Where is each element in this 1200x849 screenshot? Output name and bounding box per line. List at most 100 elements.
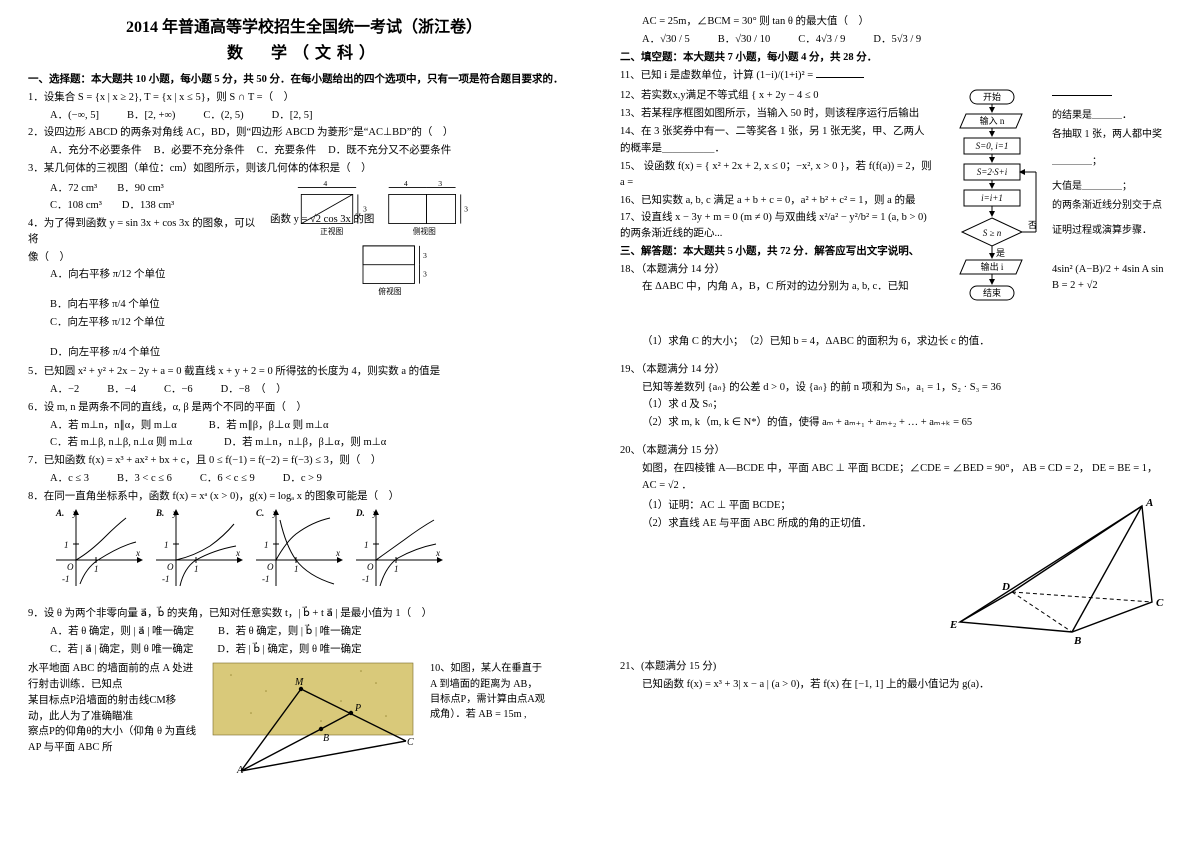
svg-text:O: O	[367, 562, 374, 572]
q8-graphs: A. y x O 1 1 -1 B. y x O 1	[50, 506, 450, 598]
exam-title: 2014 年普通高等学校招生全国统一考试（浙江卷）	[28, 16, 580, 40]
svg-text:P: P	[354, 703, 361, 714]
q19-l2: （1）求 d 及 Sₙ；	[642, 397, 1172, 413]
q8-stem: 8．在同一直角坐标系中，函数 f(x) = xᵃ (x > 0)，g(x) = …	[28, 489, 580, 505]
q18-body1: 在 ΔABC 中，内角 A，B，C 所对的边分别为 a, b, c．已知	[642, 279, 932, 295]
svg-text:-1: -1	[162, 574, 170, 584]
svg-text:-1: -1	[362, 574, 370, 584]
exam-subtitle: 数 学（文科）	[28, 42, 580, 66]
svg-text:O: O	[67, 562, 74, 572]
q2-C: C．充要条件	[257, 143, 317, 159]
q11: 11、已知 i 是虚数单位，计算 (1−i)/(1+i)² =	[620, 67, 1172, 84]
svg-text:1: 1	[364, 540, 369, 550]
svg-text:A: A	[236, 765, 244, 776]
q3-stem: 3．某几何体的三视图（单位：cm）如图所示，则该几何体的体积是（ ）	[28, 161, 580, 177]
svg-text:3: 3	[423, 269, 427, 278]
q10-figure: A B C M P	[211, 661, 416, 776]
q19-l1: 已知等差数列 {aₙ} 的公差 d > 0，设 {aₙ} 的前 n 项和为 Sₙ…	[642, 380, 1172, 396]
svg-text:-1: -1	[62, 574, 70, 584]
q4-stem-1: 4．为了得到函数 y = sin 3x + cos 3x 的图象，可以将	[28, 216, 258, 248]
svg-text:4: 4	[404, 179, 408, 188]
svg-text:开始: 开始	[983, 91, 1001, 102]
svg-text:M: M	[294, 677, 304, 688]
svg-text:3: 3	[464, 204, 468, 213]
q2-B: B．必要不充分条件	[154, 143, 245, 159]
q20-figure: A B C D E	[942, 496, 1172, 651]
svg-text:A.: A.	[55, 508, 64, 518]
svg-text:C: C	[1156, 597, 1164, 609]
svg-text:x: x	[435, 548, 440, 558]
q4-D: D．向左平移 π/4 个单位	[50, 345, 160, 361]
svg-text:4: 4	[323, 179, 327, 188]
q18-body2: （1）求角 C 的大小； （2）已知 b = 4，ΔABC 的面积为 6，求边长…	[642, 334, 1172, 350]
svg-text:输入 n: 输入 n	[980, 115, 1005, 126]
svg-text:1: 1	[64, 540, 69, 550]
margin-notes: 的结果是＿＿＿． 各抽取 1 张，两人都中奖 ＿＿＿＿； 大值是＿＿＿＿； 的两…	[1052, 86, 1172, 294]
q21-head: 21、(本题满分 15 分)	[620, 659, 1172, 675]
q1-D: D．[2, 5]	[272, 108, 313, 124]
q4-B: B．向右平移 π/4 个单位	[50, 297, 160, 313]
svg-text:S=2·S+i: S=2·S+i	[977, 167, 1008, 177]
q6-C: C．若 m⊥β, n⊥β, n⊥α 则 m⊥α	[50, 435, 192, 451]
q10-A: A．√30 / 5	[642, 32, 690, 48]
svg-text:侧视图: 侧视图	[413, 225, 436, 235]
svg-text:i=i+1: i=i+1	[981, 193, 1003, 203]
q3-B: B．90 cm³	[117, 181, 164, 197]
q19-head: 19、（本题满分 14 分）	[620, 362, 1172, 378]
q5-D: D．−8 （ ）	[221, 382, 287, 398]
q20-l1: 如图，在四棱锥 A—BCDE 中，平面 ABC ⊥ 平面 BCDE；∠CDE =…	[642, 461, 1172, 477]
q6-A: A．若 m⊥n，n∥α，则 m⊥α	[50, 418, 177, 434]
q4-C: C．向左平移 π/12 个单位	[50, 315, 165, 331]
q10-left-text: 水平地面 ABC 的墙面前的点 A 处进行射击训练．已知点 某目标点P沿墙面的射…	[28, 661, 197, 756]
q9-stem: 9．设 θ 为两个非零向量 a⃗，b⃗ 的夹角，已知对任意实数 t，| b⃗ +…	[28, 606, 580, 622]
svg-text:是: 是	[996, 248, 1005, 258]
svg-text:1: 1	[394, 564, 399, 574]
q20-l2: AC = √2 ．	[642, 478, 1172, 494]
svg-text:-1: -1	[262, 574, 270, 584]
svg-text:否: 否	[1028, 220, 1037, 230]
q7-stem: 7．已知函数 f(x) = x³ + ax² + bx + c，且 0 ≤ f(…	[28, 453, 580, 469]
q20-l4: （2）求直线 AE 与平面 ABC 所成的角的正切值．	[642, 516, 932, 532]
right-column: AC = 25m，∠BCM = 30° 则 tan θ 的最大值（ ） A．√3…	[620, 12, 1172, 837]
q7-D: D．c > 9	[283, 471, 322, 487]
svg-text:1: 1	[194, 564, 199, 574]
svg-text:1: 1	[264, 540, 269, 550]
three-views-figure: 4 3 正视图 4 3 3 侧视图	[268, 179, 518, 299]
svg-text:O: O	[167, 562, 174, 572]
q1-stem: 1．设集合 S = {x | x ≥ 2}, T = {x | x ≤ 5}，则…	[28, 90, 580, 106]
svg-text:C.: C.	[256, 508, 264, 518]
svg-text:E: E	[949, 619, 957, 631]
svg-text:A: A	[1145, 497, 1153, 509]
q10-D: D．5√3 / 9	[873, 32, 921, 48]
q9-B: B．若 θ 确定，则 | b⃗ | 唯一确定	[218, 624, 362, 640]
q1-C: C．(2, 5)	[203, 108, 243, 124]
section3-heading: 三、解答题：本大题共 5 小题，共 72 分．解答应写出文字说明、	[620, 244, 932, 260]
q6-D: D．若 m⊥n，n⊥β，β⊥α，则 m⊥α	[224, 435, 386, 451]
svg-text:D.: D.	[355, 508, 365, 518]
svg-text:x: x	[135, 548, 140, 558]
svg-text:输出 i: 输出 i	[981, 261, 1004, 272]
q6-B: B．若 m∥β，β⊥α 则 m⊥α	[209, 418, 329, 434]
svg-text:B.: B.	[155, 508, 164, 518]
q13: 13、若某程序框图如图所示，当输入 50 时，则该程序运行后输出	[620, 106, 932, 122]
q14a: 14、在 3 张奖券中有一、二等奖各 1 张，另 1 张无奖，甲、乙两人	[620, 124, 932, 140]
q4-stem-3: 像（ ）	[28, 250, 258, 266]
svg-text:B: B	[1073, 635, 1081, 647]
section1-heading: 一、选择题：本大题共 10 小题，每小题 5 分，共 50 分．在每小题给出的四…	[28, 72, 580, 88]
q12: 12、若实数x,y满足不等式组 { x + 2y − 4 ≤ 0	[620, 88, 932, 104]
q16: 16、已知实数 a, b, c 满足 a + b + c = 0，a² + b²…	[620, 193, 932, 209]
svg-text:1: 1	[164, 540, 169, 550]
q7-C: C．6 < c ≤ 9	[200, 471, 255, 487]
q3-D: D．138 cm³	[122, 198, 174, 214]
q19-l3: （2）求 m, k（m, k ∈ N*）的值，使得 aₘ + aₘ₊₁ + aₘ…	[642, 415, 1172, 431]
svg-text:俯视图: 俯视图	[378, 285, 401, 295]
q5-A: A．−2	[50, 382, 79, 398]
svg-text:B: B	[323, 733, 329, 744]
q2-options: A．充分不必要条件 B．必要不充分条件 C．充要条件 D．既不充分又不必要条件	[50, 143, 580, 159]
q7-A: A．c ≤ 3	[50, 471, 89, 487]
left-column: 2014 年普通高等学校招生全国统一考试（浙江卷） 数 学（文科） 一、选择题：…	[28, 12, 580, 837]
q5-stem: 5．已知圆 x² + y² + 2x − 2y + a = 0 截直线 x + …	[28, 364, 580, 380]
q2-stem: 2．设四边形 ABCD 的两条对角线 AC，BD，则“四边形 ABCD 为菱形”…	[28, 125, 580, 141]
svg-text:D: D	[1001, 581, 1010, 593]
section2-heading: 二、填空题：本大题共 7 小题，每小题 4 分，共 28 分．	[620, 50, 1172, 66]
